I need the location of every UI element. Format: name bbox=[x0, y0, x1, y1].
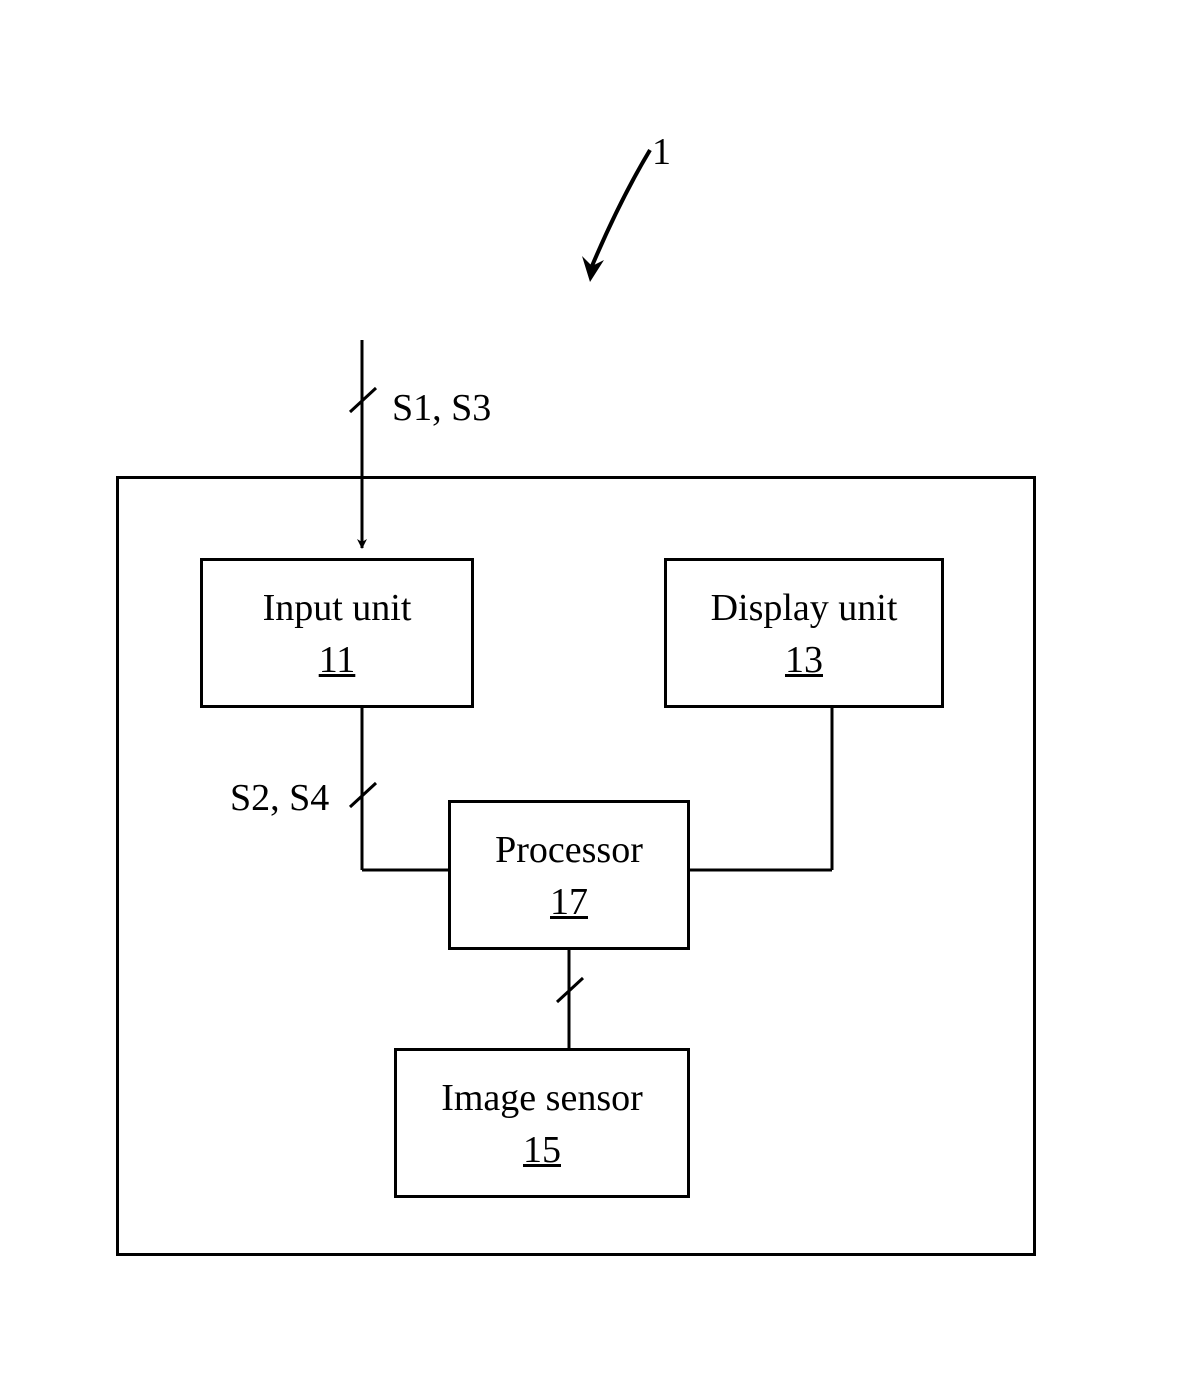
display-unit-label: Display unit bbox=[711, 584, 898, 633]
display-unit-block: Display unit 13 bbox=[664, 558, 944, 708]
display-unit-ref: 13 bbox=[785, 638, 823, 682]
input-unit-label: Input unit bbox=[263, 584, 412, 633]
figure-ref-label: 1 bbox=[652, 130, 671, 174]
figure-pointer-curve bbox=[592, 150, 650, 266]
figure-pointer-arrowhead bbox=[582, 256, 604, 282]
block-diagram: Input unit 11 Display unit 13 Processor … bbox=[0, 0, 1200, 1397]
input-unit-ref: 11 bbox=[319, 638, 356, 682]
image-sensor-ref: 15 bbox=[523, 1128, 561, 1172]
processor-label: Processor bbox=[495, 826, 643, 875]
image-sensor-block: Image sensor 15 bbox=[394, 1048, 690, 1198]
signal-s1-s3-label: S1, S3 bbox=[392, 386, 491, 430]
image-sensor-label: Image sensor bbox=[441, 1074, 643, 1123]
processor-block: Processor 17 bbox=[448, 800, 690, 950]
slash-top-input bbox=[350, 388, 376, 412]
processor-ref: 17 bbox=[550, 880, 588, 924]
input-unit-block: Input unit 11 bbox=[200, 558, 474, 708]
signal-s2-s4-label: S2, S4 bbox=[230, 776, 329, 820]
